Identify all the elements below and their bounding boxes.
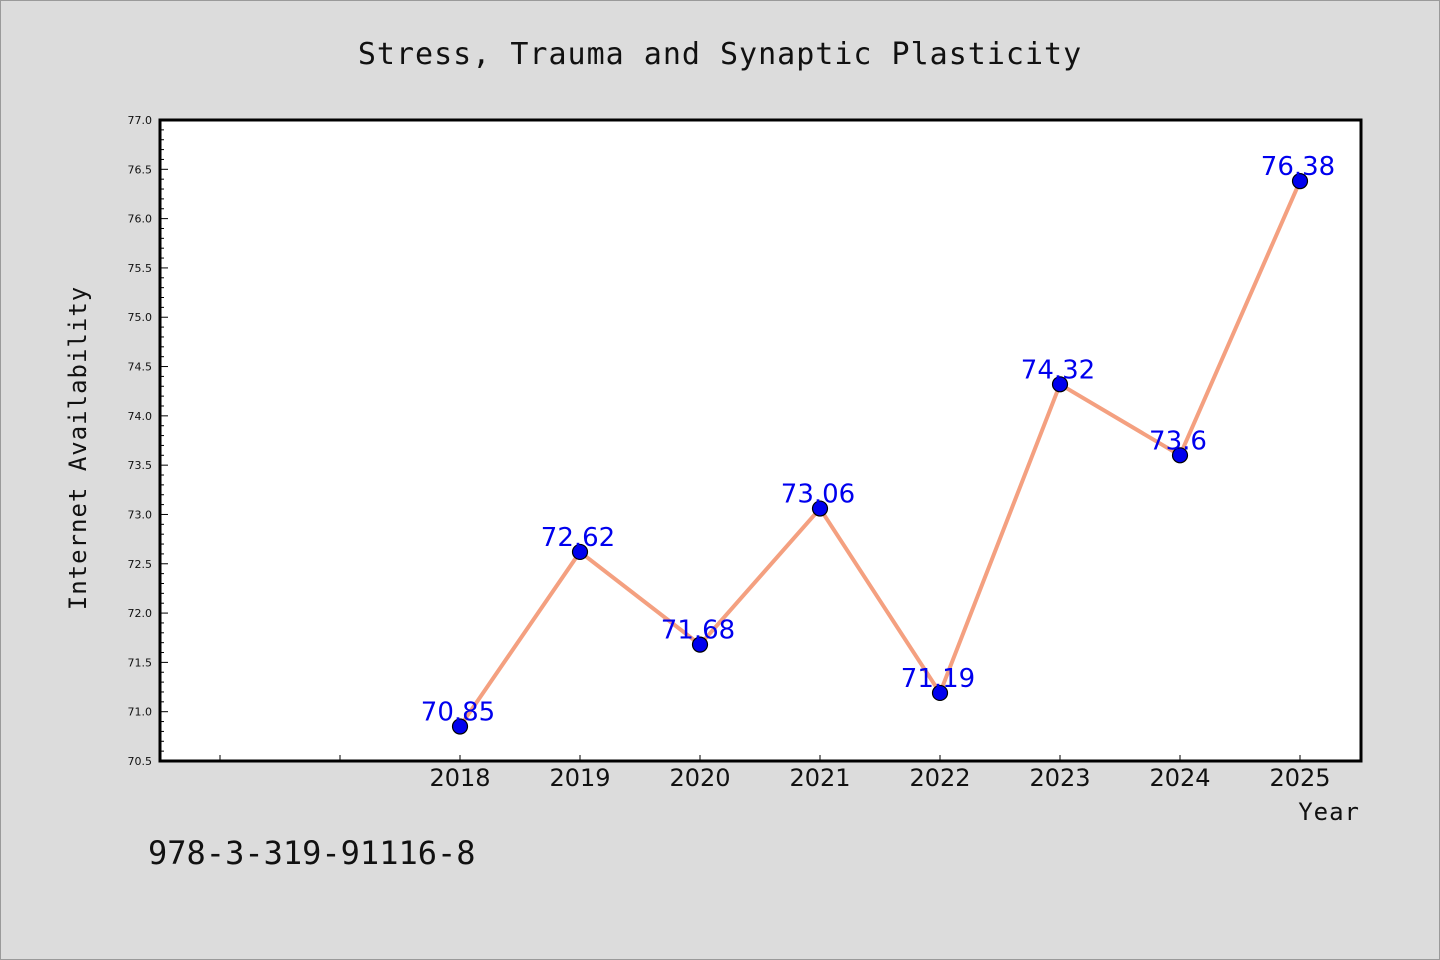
data-point [1051, 376, 1069, 393]
y-tick-label: 75.5 [128, 262, 153, 275]
y-tick-label: 73.5 [128, 459, 153, 472]
y-axis-label: Internet Availability [64, 286, 92, 610]
x-tick-label: 2023 [1029, 764, 1090, 792]
data-point [451, 718, 469, 735]
y-tick-label: 71.0 [128, 706, 153, 719]
x-tick-label: 2021 [789, 764, 850, 792]
isbn-text: 978-3-319-91116-8 [148, 834, 476, 872]
data-label: 73.6 [1149, 426, 1207, 456]
data-label: 71.68 [661, 616, 735, 646]
x-tick-label: 2024 [1149, 764, 1210, 792]
y-tick-label: 74.5 [128, 361, 153, 374]
data-markers [451, 173, 1309, 735]
y-tick-label: 76.5 [128, 163, 153, 176]
y-tick-label: 71.5 [128, 656, 153, 669]
y-axis: 70.5 71.0 71.5 72.0 72.5 73.0 73.5 74.0 74.5 75.0… [128, 114, 168, 768]
data-point [1171, 447, 1189, 464]
x-axis: 2018 2019 2020 2021 2022 2023 2024 2025 [219, 755, 1331, 792]
y-tick-label: 75.0 [128, 311, 153, 324]
data-labels: 70.85 72.62 71.68 73.06 71.19 74.32 73.6 76.38 [421, 152, 1335, 727]
data-label: 73.06 [781, 480, 855, 510]
y-tick-label: 73.0 [128, 508, 153, 521]
x-tick-label: 2020 [669, 764, 730, 792]
y-tick-label: 77.0 [128, 114, 153, 127]
data-point [931, 684, 949, 702]
data-label: 72.62 [541, 523, 615, 553]
data-label: 71.19 [901, 664, 975, 694]
x-tick-label: 2018 [429, 764, 490, 792]
data-point [1291, 173, 1309, 190]
y-tick-label: 70.5 [128, 755, 153, 768]
x-tick-label: 2025 [1269, 764, 1330, 792]
plot-area [158, 118, 1363, 763]
x-tick-label: 2019 [549, 764, 610, 792]
y-tick-label: 74.0 [128, 410, 153, 423]
y-tick-label: 72.5 [128, 558, 153, 571]
series-line [458, 180, 1302, 728]
data-point [691, 636, 709, 653]
x-axis-label: Year [1298, 798, 1360, 826]
data-point [811, 500, 829, 517]
y-tick-label: 76.0 [128, 213, 153, 226]
data-label: 70.85 [421, 697, 495, 727]
x-tick-label: 2022 [909, 764, 970, 792]
y-tick-label: 72.0 [128, 607, 153, 620]
chart-title: Stress, Trauma and Synaptic Plasticity [358, 37, 1082, 72]
data-label: 74.32 [1021, 355, 1095, 385]
data-label: 76.38 [1261, 152, 1335, 182]
data-point [571, 543, 589, 561]
